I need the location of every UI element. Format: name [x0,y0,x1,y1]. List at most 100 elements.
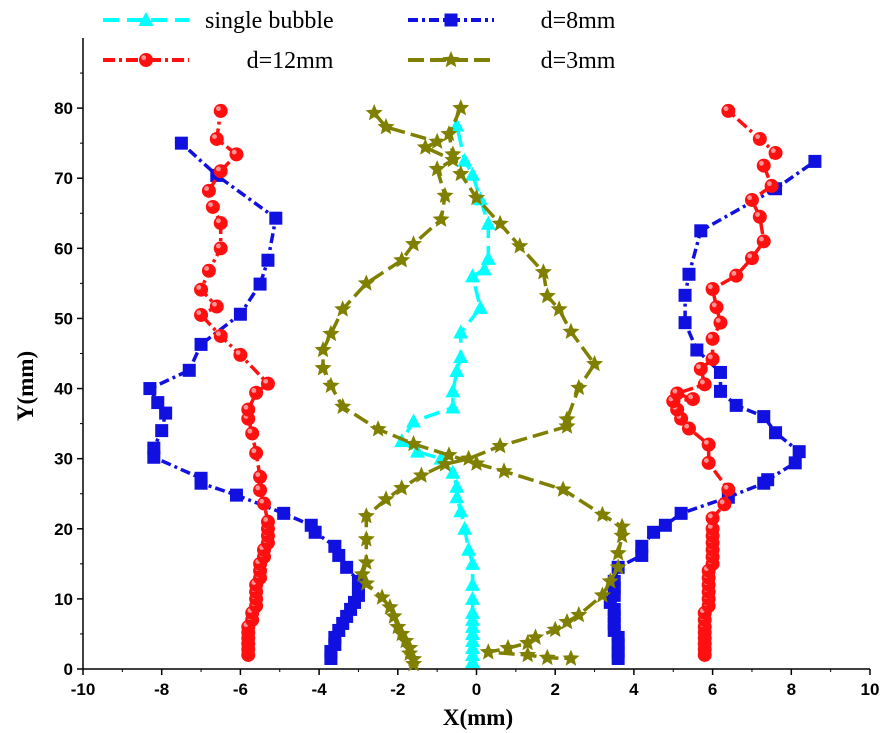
data-point [480,215,496,230]
data-point [233,347,248,362]
data-point [694,224,708,238]
data-point [678,288,692,302]
series-line [321,111,624,661]
data-point [499,639,517,656]
data-point [412,466,430,483]
marker-highlight [715,317,721,323]
marker-highlight [723,484,729,490]
data-point [721,482,736,497]
data-point [416,138,434,155]
data-point [465,646,481,661]
axes: -10 -8 -6 -4 -2 0 2 4 6 8 10 0 10 20 30 40 50 60 70 80 [54,72,880,699]
data-point [744,251,759,266]
data-point [449,478,465,493]
data-point [609,558,627,575]
data-point [744,192,759,207]
data-point [570,378,588,396]
series-line [360,107,597,665]
legend-entry-0: single bubble [103,8,334,34]
marker-highlight [755,212,760,217]
data-point [453,324,469,339]
data-point [405,434,423,452]
data-point [756,234,771,249]
data-point [519,634,537,651]
data-point [393,479,411,496]
data-point [159,406,173,420]
data-point [558,613,576,630]
data-point [465,166,481,181]
data-point [756,158,771,173]
data-point [705,352,720,367]
data-point [570,606,588,623]
data-point [381,598,399,615]
data-point [314,341,332,358]
marker-highlight [723,106,729,112]
data-point [601,572,619,589]
data-point [768,145,783,160]
data-point [249,385,264,400]
data-point [465,555,481,570]
data-point [554,480,572,497]
data-point [340,560,354,574]
marker-highlight [251,448,257,454]
legend-marker [442,51,460,68]
data-point [213,241,228,256]
data-point [269,211,283,225]
data-point [257,496,272,511]
marker-highlight [251,388,257,393]
marker-highlight [731,270,737,276]
data-point [151,396,165,410]
legend-entry-3: d=3mm [408,48,616,74]
data-point [440,446,458,463]
data-point [194,337,208,351]
x-tick-label: 10 [861,680,880,699]
legend-marker [444,13,458,27]
marker-highlight [703,439,709,445]
x-axis-label: X(mm) [443,705,513,730]
data-point [465,639,481,654]
data-point [792,445,806,459]
marker-highlight [247,428,253,434]
data-point [377,490,395,507]
y-tick-label: 0 [64,660,73,679]
data-point [534,263,552,280]
marker-highlight [216,106,221,112]
data-point [253,469,268,484]
data-point [357,507,375,524]
data-point [697,377,712,392]
data-point [445,399,461,414]
data-point [357,553,375,570]
series-1 [143,136,822,665]
data-point [613,517,631,534]
data-point [229,147,244,162]
data-point [678,316,692,330]
data-point [334,300,352,317]
data-point [693,361,708,376]
marker-highlight [243,404,249,410]
legend-entry-2: d=12mm [103,48,334,74]
data-point [701,437,716,452]
data-point [182,363,196,377]
data-point [465,625,481,640]
x-tick-label: 4 [629,680,639,699]
y-tick-label: 40 [54,380,73,399]
series-line [671,109,778,655]
data-point [752,131,767,146]
x-tick-label: 6 [708,680,717,699]
data-point [401,644,419,661]
marker-highlight [255,485,261,491]
y-tick-label: 20 [54,520,73,539]
data-point [209,131,224,146]
data-point [519,646,537,663]
data-point [449,363,465,378]
data-point [593,586,611,603]
data-point [593,505,611,522]
legend-label: d=8mm [541,8,616,34]
data-point [465,268,481,283]
data-point [690,343,704,357]
data-point [453,349,469,364]
data-point [647,525,661,539]
data-point [405,655,423,672]
data-point [194,471,208,485]
